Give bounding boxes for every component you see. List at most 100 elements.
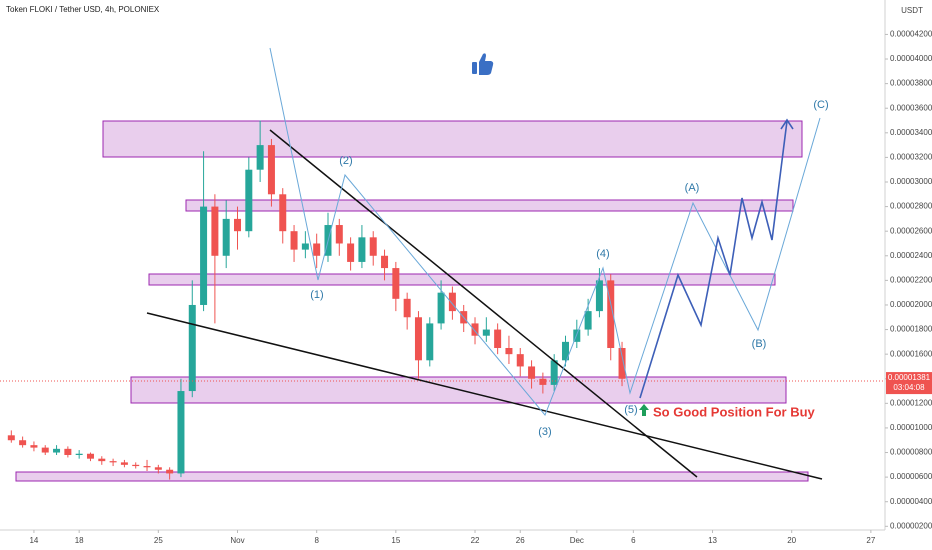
candle-body [267,145,275,195]
x-tick-label: Dec [570,536,584,545]
candle-body [369,237,377,256]
y-tick-label: 0.00003200 [890,153,932,162]
y-tick-label: 0.00002200 [890,275,932,284]
candle-body [143,466,151,468]
y-tick-label: 0.00000600 [890,472,932,481]
candle-body [154,467,162,470]
x-tick-label: 22 [471,536,480,545]
candle-body [482,329,490,336]
candle-body [109,461,117,463]
candle-body [279,194,287,232]
candle-body [211,206,219,256]
current-price: 0.00001381 [888,373,931,382]
currency-label: USDT [901,6,923,15]
x-tick-label: 18 [75,536,84,545]
candle-body [41,447,49,453]
y-tick-label: 0.00000200 [890,521,932,530]
candle-body [516,354,524,367]
axes: 0.00000200 0.00000400 0.00000600 0.00000800… [29,30,932,546]
candle-body [539,378,547,385]
candle-body [64,448,72,455]
zone [185,199,794,212]
x-tick-label: 15 [391,536,400,545]
candle-body [403,298,411,318]
candle-body [245,169,253,232]
projection-path [639,120,788,399]
x-tick-label: 20 [787,536,796,545]
up-arrow [639,404,649,416]
x-tick-label: 25 [154,536,163,545]
candle-body [166,469,174,474]
x-tick-label: 6 [631,536,636,545]
candle-body [414,317,422,361]
arrow-head [780,118,794,130]
wave-path [269,47,821,416]
x-tick-label: 27 [866,536,875,545]
chart-title: Token FLOKI / Tether USD, 4h, POLONIEX [6,5,160,14]
candle-body [86,453,94,459]
y-tick-label: 0.00003800 [890,79,932,88]
buy-note: So Good Position For Buy [653,404,816,419]
y-tick-label: 0.00000400 [890,497,932,506]
candle-body [30,445,38,448]
y-tick-label: 0.00001200 [890,398,932,407]
y-tick-label: 0.00002000 [890,300,932,309]
wave-label: (4) [596,248,609,260]
candle-body [335,225,343,244]
x-tick-label: Nov [230,536,244,545]
candle-body [234,218,242,232]
candle-body [426,323,434,361]
trend-line [146,312,823,480]
candle-body [505,348,513,355]
candle-body [7,435,15,441]
wave-label: (3) [538,426,551,438]
drawings [146,47,823,480]
y-tick-label: 0.00003000 [890,177,932,186]
candle-body [200,206,208,305]
trend-line [269,129,698,478]
zone [148,273,776,286]
candle-body [347,243,355,262]
y-tick-label: 0.00001800 [890,325,932,334]
zone [15,471,809,482]
candle-body [75,453,83,455]
x-tick-label: 13 [708,536,717,545]
y-tick-label: 0.00001000 [890,423,932,432]
wave-label: (C) [813,99,828,111]
candle-body [437,292,445,324]
candle-body [381,255,389,269]
candle-body [290,231,298,250]
wave-label: (1) [310,289,323,301]
thumbs-up-icon [472,53,494,75]
candle-body [561,341,569,361]
candle-body [494,329,502,349]
candle-body [607,280,615,349]
candle-body [448,292,456,312]
y-tick-label: 0.00004200 [890,30,932,39]
candle-body [358,237,366,262]
candle-body [471,323,479,336]
y-tick-label: 0.00000800 [890,448,932,457]
candle-body [528,366,536,379]
candle-body [595,280,603,312]
candles [7,120,626,480]
candle-body [222,218,230,256]
wave-label: (A) [685,182,700,194]
y-tick-label: 0.00001600 [890,349,932,358]
wave-label: (5) [624,404,637,416]
y-tick-label: 0.00003600 [890,103,932,112]
wave-label: (2) [339,155,352,167]
candle-body [313,243,321,256]
x-tick-label: 14 [29,536,38,545]
candle-body [19,440,27,446]
candle-body [120,462,128,465]
y-tick-label: 0.00002800 [890,202,932,211]
candle-body [98,458,106,462]
candle-body [256,145,264,170]
x-tick-label: 26 [516,536,525,545]
zones [15,120,809,482]
candle-body [584,311,592,330]
candle-body [392,268,400,299]
y-tick-label: 0.00002600 [890,226,932,235]
